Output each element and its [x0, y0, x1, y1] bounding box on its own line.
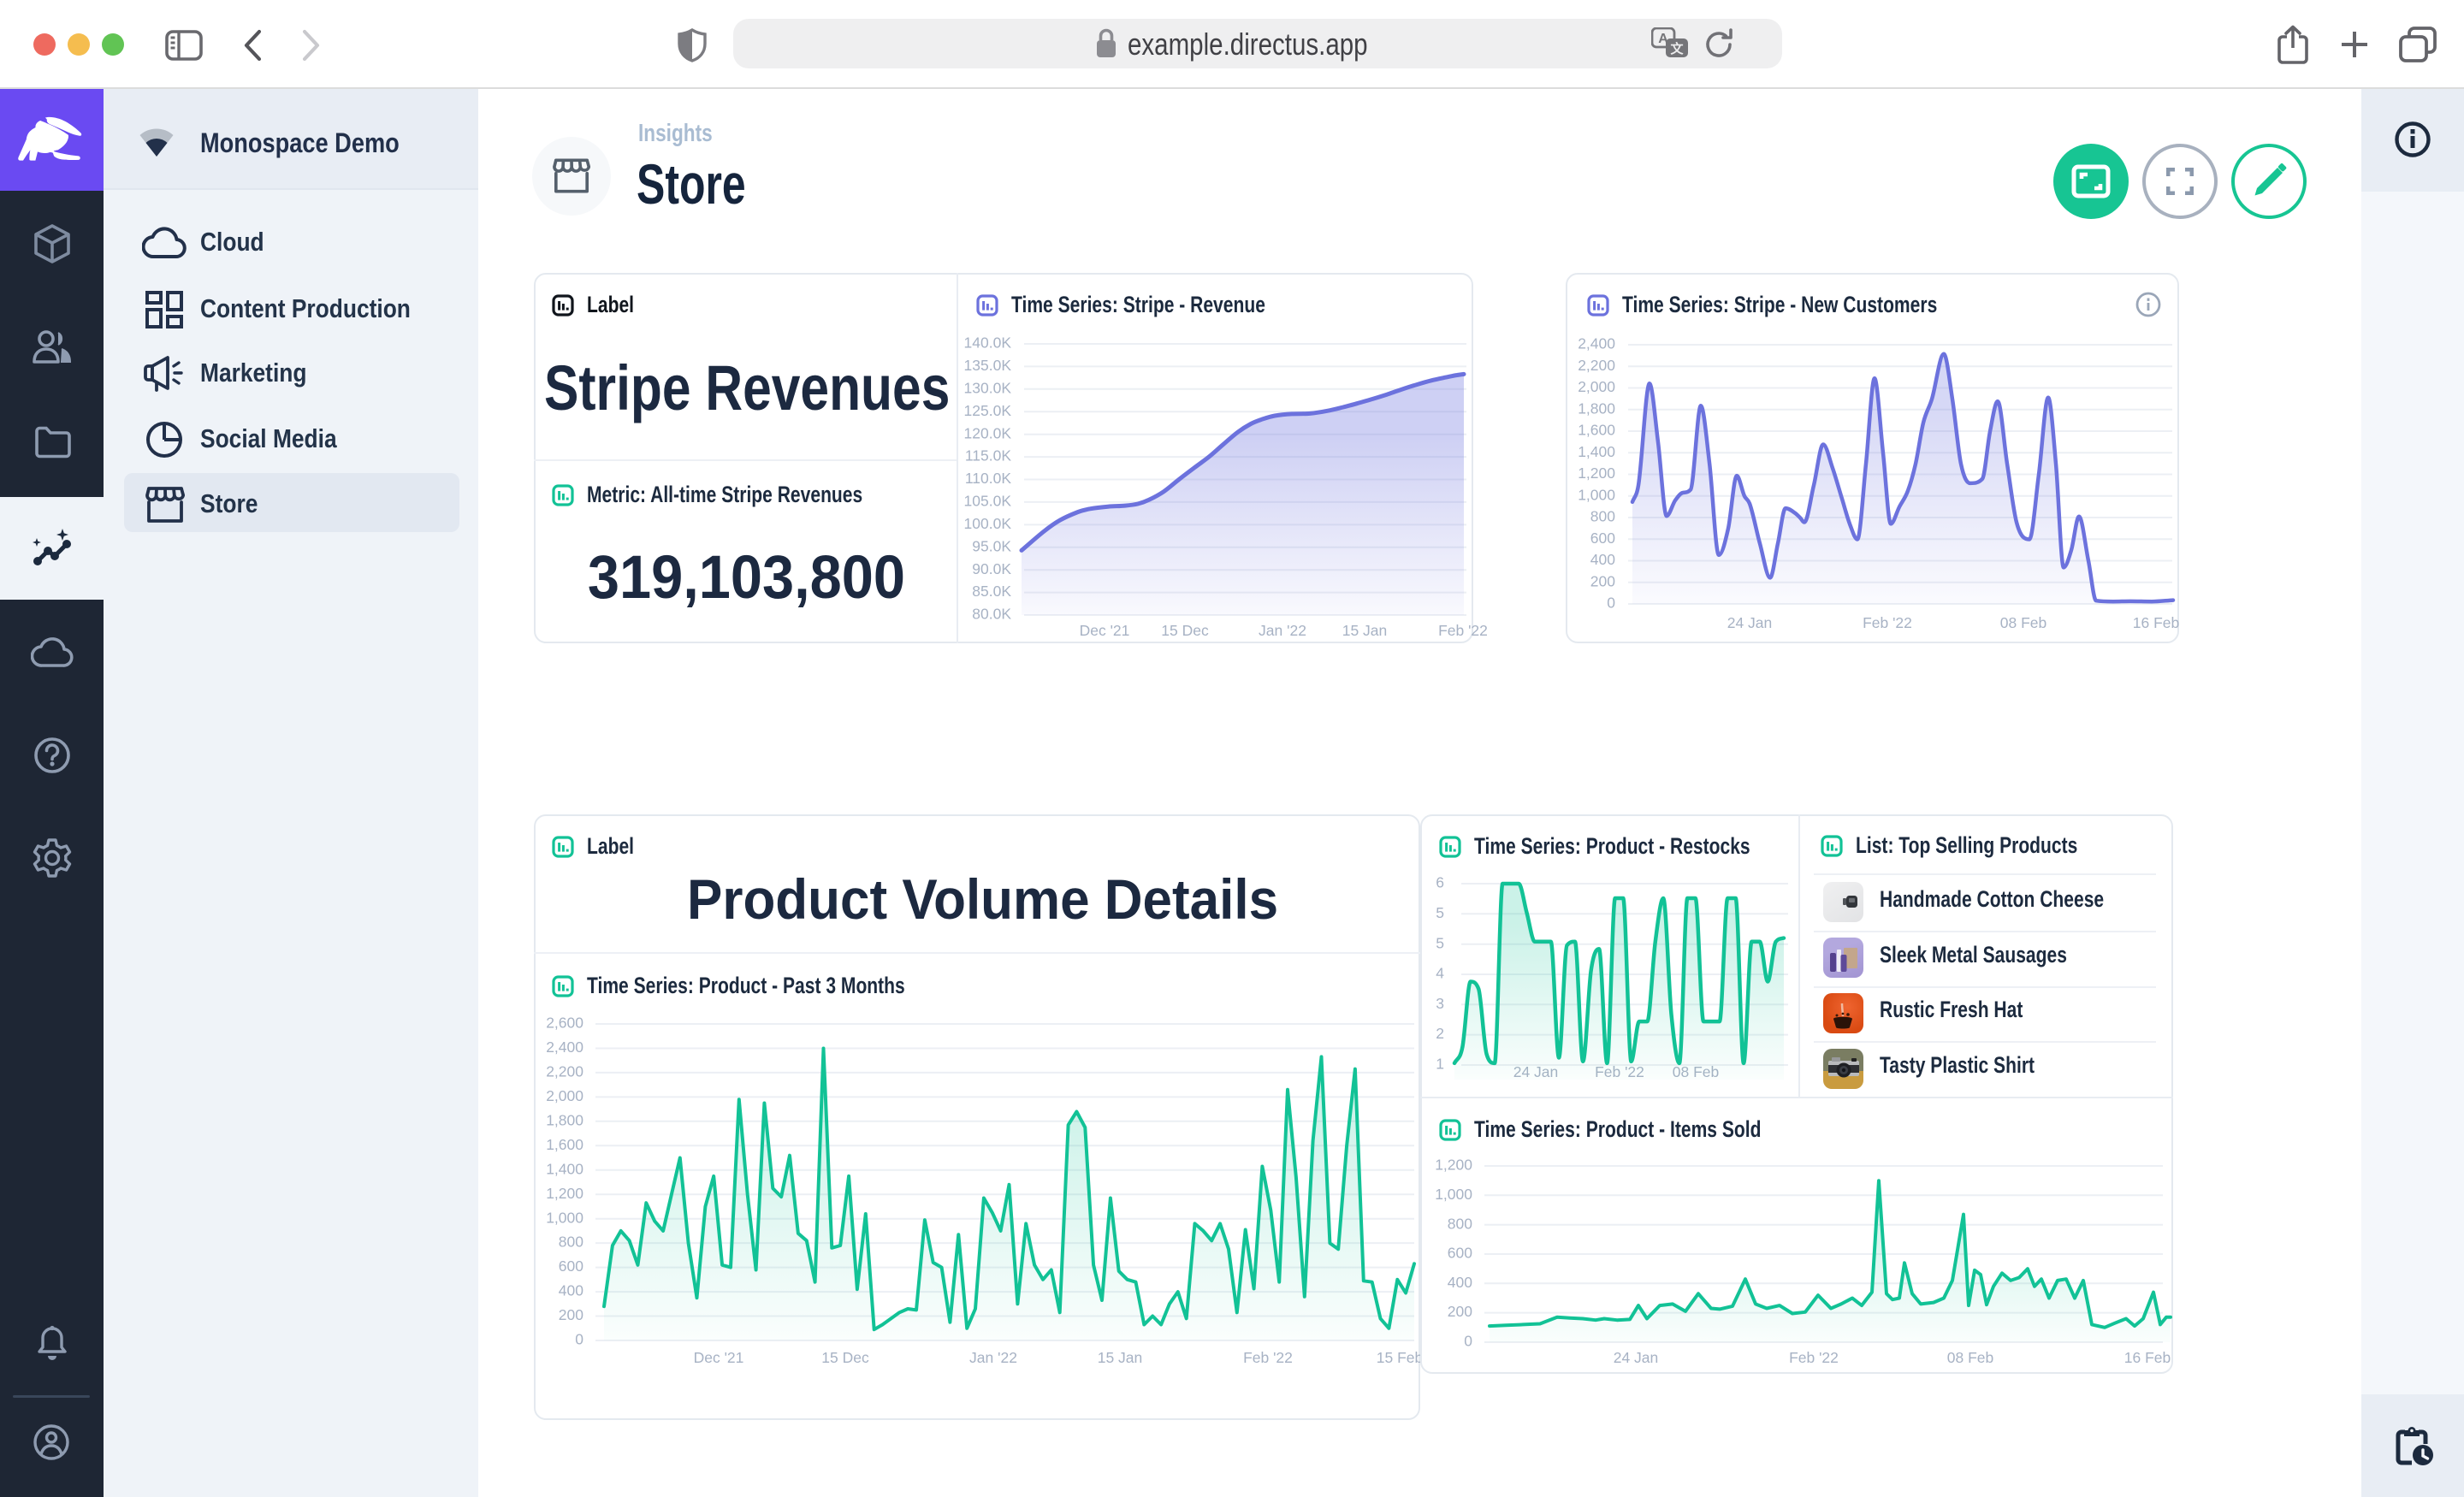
svg-text:200: 200 — [1448, 1303, 1472, 1320]
svg-text:800: 800 — [1448, 1215, 1472, 1232]
svg-text:1,200: 1,200 — [1578, 464, 1615, 482]
svg-text:5: 5 — [1436, 904, 1444, 921]
svg-text:800: 800 — [1590, 508, 1615, 525]
svg-text:600: 600 — [559, 1257, 583, 1275]
svg-text:600: 600 — [1590, 530, 1615, 547]
svg-text:Jan '22: Jan '22 — [969, 1349, 1017, 1366]
svg-text:Dec '21: Dec '21 — [1080, 622, 1130, 639]
svg-text:2,200: 2,200 — [546, 1063, 583, 1080]
svg-text:140.0K: 140.0K — [964, 334, 1012, 352]
svg-text:135.0K: 135.0K — [964, 357, 1012, 374]
svg-text:1,000: 1,000 — [1578, 486, 1615, 503]
svg-text:Feb '22: Feb '22 — [1243, 1349, 1293, 1366]
svg-text:2: 2 — [1436, 1025, 1444, 1042]
svg-text:Feb '22: Feb '22 — [1863, 614, 1912, 631]
svg-text:08 Feb: 08 Feb — [1947, 1349, 1993, 1366]
svg-text:2,400: 2,400 — [546, 1038, 583, 1056]
svg-text:3: 3 — [1436, 995, 1444, 1012]
svg-text:15 Jan: 15 Jan — [1098, 1349, 1143, 1366]
svg-text:2,200: 2,200 — [1578, 357, 1615, 374]
svg-text:1: 1 — [1436, 1056, 1444, 1073]
svg-text:200: 200 — [1590, 572, 1615, 589]
svg-text:15 Dec: 15 Dec — [1161, 622, 1209, 639]
svg-text:0: 0 — [1607, 595, 1615, 612]
svg-text:200: 200 — [559, 1306, 583, 1323]
svg-text:120.0K: 120.0K — [964, 424, 1012, 441]
svg-text:1,400: 1,400 — [1578, 443, 1615, 460]
svg-text:1,000: 1,000 — [1435, 1186, 1472, 1203]
svg-text:130.0K: 130.0K — [964, 379, 1012, 396]
svg-text:0: 0 — [1464, 1333, 1472, 1350]
svg-text:16 Feb: 16 Feb — [2124, 1349, 2171, 1366]
svg-text:24 Jan: 24 Jan — [1614, 1349, 1659, 1366]
svg-text:1,200: 1,200 — [546, 1185, 583, 1202]
svg-text:80.0K: 80.0K — [972, 606, 1011, 623]
svg-text:文: 文 — [1670, 41, 1684, 56]
svg-text:0: 0 — [575, 1331, 583, 1348]
svg-text:400: 400 — [1448, 1274, 1472, 1291]
svg-text:Feb '22: Feb '22 — [1438, 622, 1488, 639]
svg-text:2,000: 2,000 — [1578, 378, 1615, 395]
svg-text:2,400: 2,400 — [1578, 335, 1615, 352]
svg-text:24 Jan: 24 Jan — [1727, 614, 1773, 631]
svg-text:Jan '22: Jan '22 — [1259, 622, 1306, 639]
svg-text:2,600: 2,600 — [546, 1015, 583, 1032]
svg-text:1,800: 1,800 — [1578, 399, 1615, 417]
svg-text:400: 400 — [1590, 551, 1615, 568]
svg-text:600: 600 — [1448, 1245, 1472, 1262]
svg-text:400: 400 — [559, 1282, 583, 1299]
svg-text:15 Feb: 15 Feb — [1377, 1349, 1423, 1366]
svg-text:5: 5 — [1436, 934, 1444, 951]
svg-text:1,200: 1,200 — [1435, 1157, 1472, 1174]
svg-text:Feb '22: Feb '22 — [1789, 1349, 1839, 1366]
svg-text:1,600: 1,600 — [546, 1136, 583, 1153]
svg-text:1,000: 1,000 — [546, 1209, 583, 1226]
svg-text:95.0K: 95.0K — [972, 537, 1011, 554]
svg-text:100.0K: 100.0K — [964, 515, 1012, 532]
svg-text:800: 800 — [559, 1234, 583, 1251]
svg-text:16 Feb: 16 Feb — [2133, 614, 2179, 631]
svg-text:6: 6 — [1436, 874, 1444, 891]
svg-text:08 Feb: 08 Feb — [2000, 614, 2046, 631]
svg-text:Dec '21: Dec '21 — [694, 1349, 744, 1366]
svg-text:125.0K: 125.0K — [964, 402, 1012, 419]
svg-text:1,400: 1,400 — [546, 1160, 583, 1177]
svg-text:1,600: 1,600 — [1578, 422, 1615, 439]
svg-text:2,000: 2,000 — [546, 1087, 583, 1104]
svg-text:115.0K: 115.0K — [965, 447, 1011, 464]
svg-text:15 Dec: 15 Dec — [821, 1349, 869, 1366]
svg-text:105.0K: 105.0K — [964, 493, 1012, 510]
svg-text:15 Jan: 15 Jan — [1342, 622, 1388, 639]
svg-text:4: 4 — [1436, 965, 1444, 982]
svg-text:90.0K: 90.0K — [972, 560, 1011, 577]
svg-text:110.0K: 110.0K — [965, 470, 1011, 487]
svg-text:1,800: 1,800 — [546, 1111, 583, 1128]
svg-text:85.0K: 85.0K — [972, 583, 1011, 600]
